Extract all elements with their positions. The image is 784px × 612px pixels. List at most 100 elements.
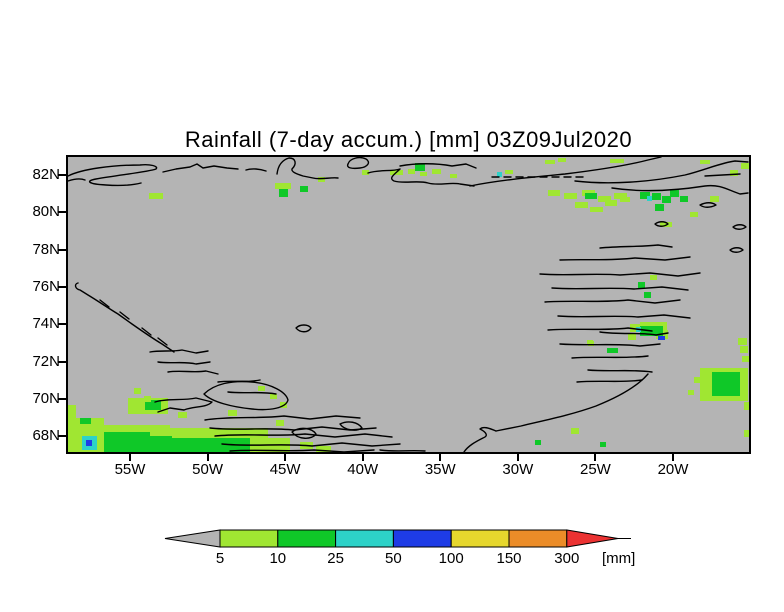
lon-tick-label: 30W bbox=[502, 461, 534, 478]
rain-cell bbox=[694, 377, 700, 383]
rain-cell bbox=[535, 440, 541, 445]
lat-tick bbox=[58, 398, 66, 401]
lon-tick bbox=[671, 454, 674, 461]
lat-tick-label: 70N bbox=[32, 390, 60, 408]
rain-cell bbox=[450, 174, 457, 178]
colorbar-level-label: 100 bbox=[439, 550, 464, 567]
rain-cell bbox=[598, 196, 611, 202]
rain-cell bbox=[316, 446, 331, 452]
lon-tick bbox=[594, 454, 597, 461]
colorbar-level-label: 5 bbox=[216, 550, 224, 567]
colorbar-segment bbox=[219, 529, 279, 548]
rain-cell bbox=[700, 160, 710, 164]
rain-cell bbox=[558, 158, 566, 162]
rain-cell bbox=[228, 410, 237, 416]
rain-cell bbox=[712, 372, 740, 396]
rain-cell bbox=[742, 356, 749, 362]
colorbar-segment bbox=[392, 529, 452, 548]
lat-tick bbox=[58, 286, 66, 289]
colorbar-level-label: 10 bbox=[269, 550, 286, 567]
colorbar-unit-label: [mm] bbox=[602, 550, 635, 567]
lon-tick-label: 35W bbox=[424, 461, 456, 478]
rain-cell bbox=[652, 193, 661, 200]
rain-cell bbox=[505, 170, 513, 174]
colorbar-right-arrow bbox=[566, 529, 619, 548]
rain-cell bbox=[300, 186, 308, 192]
lat-tick bbox=[58, 174, 66, 176]
plot-title: Rainfall (7-day accum.) [mm] 03Z09Jul202… bbox=[184, 127, 633, 152]
rain-cell bbox=[86, 440, 92, 446]
colorbar-level-label: 25 bbox=[327, 550, 344, 567]
rain-cell bbox=[136, 404, 143, 410]
rain-cell bbox=[170, 438, 250, 452]
lon-tick bbox=[206, 454, 209, 461]
lat-tick bbox=[58, 211, 66, 214]
lon-tick-label: 25W bbox=[579, 461, 611, 478]
rain-cell bbox=[680, 196, 688, 202]
rain-cell bbox=[628, 334, 636, 340]
colorbar-segment bbox=[335, 529, 394, 548]
lat-tick-label: 68N bbox=[32, 427, 60, 445]
lat-tick bbox=[58, 248, 66, 251]
rain-cell bbox=[662, 196, 671, 203]
rain-cell bbox=[564, 193, 577, 199]
lon-tick-label: 45W bbox=[269, 461, 301, 478]
rain-cell bbox=[610, 159, 624, 163]
rain-cell bbox=[420, 172, 427, 176]
rain-cell bbox=[318, 177, 325, 182]
rainfall-layer bbox=[68, 158, 749, 452]
rain-cell bbox=[590, 207, 603, 212]
rain-cell bbox=[710, 196, 719, 202]
lat-tick bbox=[58, 360, 66, 363]
lon-tick bbox=[129, 454, 131, 461]
colorbar-level-label: 300 bbox=[554, 550, 579, 567]
rain-cell bbox=[605, 200, 617, 206]
rain-cell bbox=[145, 400, 161, 410]
rain-cell bbox=[585, 193, 597, 199]
rain-cell bbox=[68, 405, 76, 420]
rain-cell bbox=[690, 212, 698, 217]
colorbar: 5 10 25 50 100 150 300 [mm] bbox=[164, 529, 635, 567]
rain-cell bbox=[144, 396, 151, 402]
lon-tick bbox=[361, 454, 364, 461]
rain-cell bbox=[149, 193, 163, 199]
rain-cell bbox=[275, 183, 291, 189]
map-canvas bbox=[68, 157, 749, 452]
rain-cell bbox=[279, 189, 288, 197]
rain-cell bbox=[548, 190, 560, 196]
rain-cell bbox=[741, 163, 749, 169]
rain-cell bbox=[104, 432, 150, 452]
rain-cell bbox=[270, 394, 277, 399]
lon-tick-label: 20W bbox=[657, 461, 689, 478]
colorbar-segment bbox=[277, 529, 337, 548]
rain-cell bbox=[80, 418, 91, 424]
rain-cell bbox=[744, 430, 749, 437]
rain-cell bbox=[607, 348, 613, 353]
rain-cell bbox=[575, 202, 588, 208]
lat-tick-label: 80N bbox=[32, 203, 60, 221]
lon-tick-label: 40W bbox=[347, 461, 379, 478]
rain-cell bbox=[587, 340, 593, 345]
lon-tick-label: 50W bbox=[192, 461, 223, 478]
lat-tick-label: 74N bbox=[32, 315, 60, 333]
lon-tick bbox=[516, 454, 519, 461]
colorbar-left-arrow bbox=[164, 529, 221, 548]
rain-cell bbox=[650, 275, 657, 280]
rain-cell bbox=[640, 192, 650, 199]
lat-tick bbox=[58, 435, 66, 438]
rain-cell bbox=[258, 386, 265, 391]
rain-cell bbox=[178, 412, 187, 418]
rain-cell bbox=[738, 338, 747, 345]
lon-tick-label: 55W bbox=[114, 461, 146, 478]
lat-tick-label: 72N bbox=[32, 352, 60, 370]
lat-tick-label: 82N bbox=[32, 166, 60, 183]
rain-cell bbox=[134, 388, 141, 394]
rain-cell bbox=[571, 428, 579, 434]
rain-cell bbox=[150, 436, 172, 452]
rain-cell bbox=[276, 420, 284, 426]
lon-tick bbox=[439, 454, 442, 461]
rain-cell bbox=[658, 336, 665, 340]
rain-cell bbox=[362, 170, 369, 175]
rain-cell bbox=[688, 390, 694, 395]
